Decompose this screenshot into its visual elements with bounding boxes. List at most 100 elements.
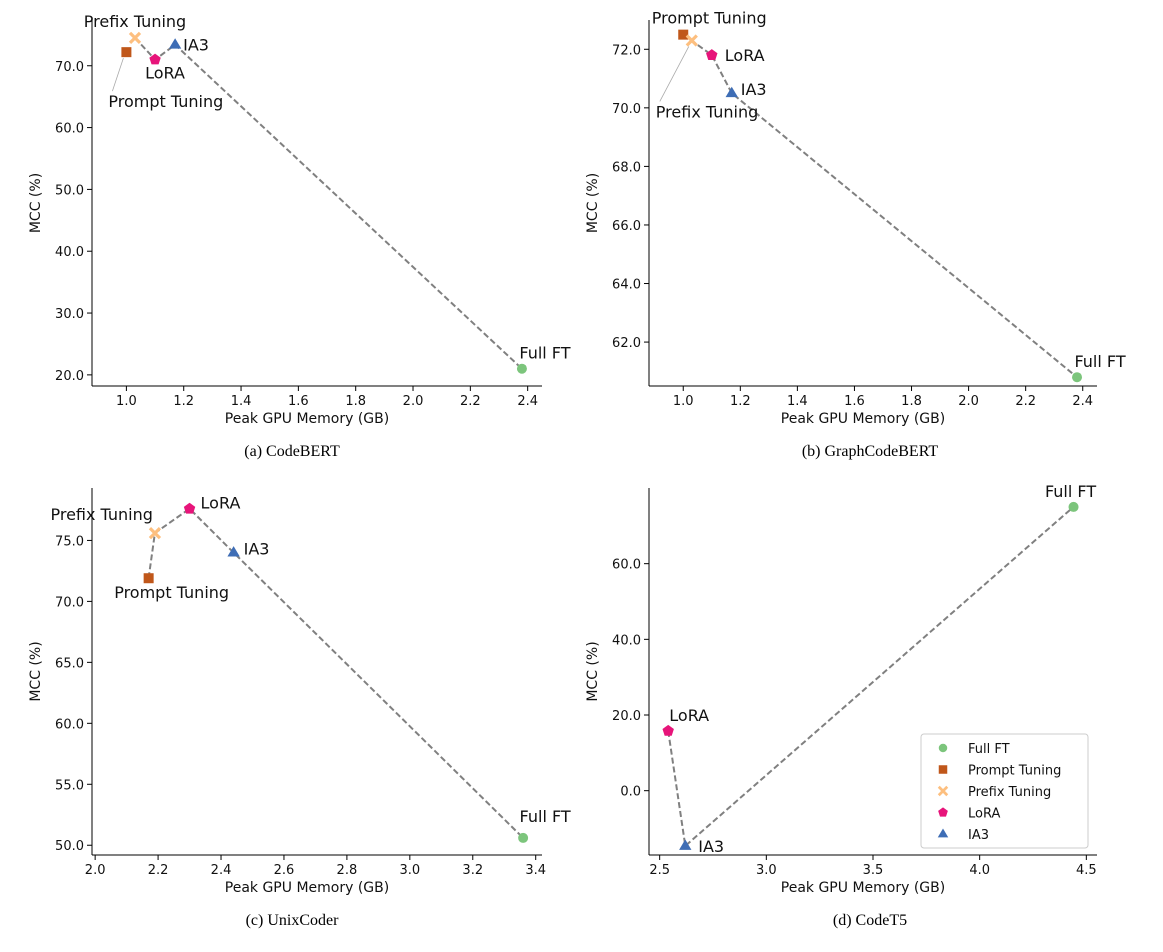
label-lora: LoRA bbox=[669, 706, 709, 725]
x-tick-label: 1.0 bbox=[673, 394, 694, 409]
y-tick-label: 68.0 bbox=[612, 160, 641, 175]
y-tick-label: 75.0 bbox=[55, 534, 84, 549]
label-ia3: IA3 bbox=[741, 80, 767, 99]
y-tick-label: 64.0 bbox=[612, 278, 641, 293]
point-ia3 bbox=[679, 839, 692, 850]
x-tick-label: 2.4 bbox=[1072, 394, 1093, 409]
y-tick-label: 70.0 bbox=[55, 595, 84, 610]
x-tick-label: 4.5 bbox=[1076, 863, 1097, 878]
y-tick-label: 50.0 bbox=[55, 839, 84, 854]
x-tick-label: 3.4 bbox=[525, 863, 546, 878]
y-tick-label: 20.0 bbox=[612, 709, 641, 724]
y-tick-label: 0.0 bbox=[620, 785, 641, 800]
x-tick-label: 2.4 bbox=[517, 394, 538, 409]
label-prompt-tuning: Prompt Tuning bbox=[108, 92, 223, 111]
x-tick-label: 1.4 bbox=[231, 394, 252, 409]
legend-label: Full FT bbox=[968, 742, 1010, 757]
label-ia3: IA3 bbox=[183, 36, 209, 55]
label-prefix-tuning: Prefix Tuning bbox=[50, 505, 152, 524]
x-tick-label: 2.2 bbox=[460, 394, 481, 409]
x-tick-label: 1.2 bbox=[173, 394, 194, 409]
x-tick-label: 1.8 bbox=[345, 394, 366, 409]
y-tick-label: 40.0 bbox=[55, 245, 84, 260]
x-marker-icon bbox=[937, 785, 949, 797]
point-ia3 bbox=[725, 86, 738, 98]
label-leader-line bbox=[112, 58, 124, 92]
point-full-ft bbox=[516, 363, 527, 374]
point-full-ft bbox=[1072, 372, 1083, 383]
x-tick-label: 2.2 bbox=[1015, 394, 1036, 409]
panel-caption: (a) CodeBERT bbox=[244, 443, 340, 460]
label-lora: LoRA bbox=[725, 46, 765, 65]
x-tick-label: 2.4 bbox=[211, 863, 232, 878]
x-tick-label: 1.4 bbox=[787, 394, 808, 409]
label-prompt-tuning: Prompt Tuning bbox=[114, 583, 229, 602]
pentagon-marker-icon bbox=[938, 807, 948, 817]
point-full-ft bbox=[1068, 501, 1079, 512]
label-full-ft: Full FT bbox=[1045, 482, 1096, 501]
label-full-ft: Full FT bbox=[519, 344, 570, 363]
label-leader-line bbox=[659, 46, 690, 102]
x-tick-label: 1.0 bbox=[116, 394, 137, 409]
x-tick-label: 2.5 bbox=[649, 863, 670, 878]
trend-line bbox=[147, 507, 524, 839]
y-tick-label: 30.0 bbox=[55, 307, 84, 322]
y-tick-label: 70.0 bbox=[612, 102, 641, 117]
y-axis-label: MCC (%) bbox=[585, 641, 601, 701]
y-tick-label: 40.0 bbox=[612, 633, 641, 648]
panel-a: 1.0 1.2 1.4 1.6 1.8 2.0 2.2 2.4 20.0 30.0 40.0 50.0… bbox=[28, 12, 571, 460]
x-tick-label: 2.8 bbox=[337, 863, 358, 878]
y-tick-label: 60.0 bbox=[55, 717, 84, 732]
trend-line bbox=[134, 37, 523, 370]
x-tick-label: 2.0 bbox=[85, 863, 106, 878]
legend-item-prompt-tuning: Prompt Tuning bbox=[938, 764, 1061, 779]
x-tick-label: 2.0 bbox=[958, 394, 979, 409]
y-tick-label: 55.0 bbox=[55, 778, 84, 793]
panel-c: 2.0 2.2 2.4 2.6 2.8 3.0 3.2 3.4 50.0 55.0 60.0 65.0… bbox=[28, 488, 571, 929]
legend-item-full-ft: Full FT bbox=[938, 742, 1010, 757]
label-lora: LoRA bbox=[145, 64, 185, 83]
label-prefix-tuning: Prefix Tuning bbox=[84, 12, 186, 31]
point-ia3 bbox=[168, 38, 182, 49]
x-tick-label: 4.0 bbox=[969, 863, 990, 878]
panel-caption: (b) GraphCodeBERT bbox=[802, 443, 939, 460]
x-axis-label: Peak GPU Memory (GB) bbox=[225, 411, 389, 427]
point-full-ft bbox=[518, 832, 529, 843]
x-axis-label: Peak GPU Memory (GB) bbox=[781, 411, 945, 427]
legend-item-ia3: IA3 bbox=[937, 828, 989, 843]
x-axis-label: Peak GPU Memory (GB) bbox=[781, 880, 945, 896]
y-tick-label: 65.0 bbox=[55, 656, 84, 671]
x-tick-label: 2.0 bbox=[403, 394, 424, 409]
y-tick-label: 72.0 bbox=[612, 43, 641, 58]
x-tick-label: 3.0 bbox=[756, 863, 777, 878]
point-lora bbox=[706, 49, 718, 60]
panel-d: 2.5 3.0 3.5 4.0 4.5 0.0 20.0 40.0 60.0 Peak GPU M… bbox=[585, 482, 1097, 929]
label-full-ft: Full FT bbox=[1074, 352, 1125, 371]
triangle-marker-icon bbox=[937, 828, 949, 838]
legend-label: IA3 bbox=[968, 828, 989, 843]
x-tick-label: 2.2 bbox=[148, 863, 169, 878]
label-prompt-tuning: Prompt Tuning bbox=[652, 9, 767, 28]
point-lora bbox=[183, 502, 196, 514]
x-tick-label: 3.0 bbox=[399, 863, 420, 878]
point-lora bbox=[662, 724, 674, 736]
panel-b: 1.0 1.2 1.4 1.6 1.8 2.0 2.2 2.4 62.0 64.0 66.0 68.0… bbox=[585, 9, 1126, 460]
y-tick-label: 70.0 bbox=[55, 60, 84, 75]
point-prompt-tuning bbox=[678, 29, 689, 40]
trend-line bbox=[682, 33, 1078, 378]
legend-label: Prompt Tuning bbox=[968, 764, 1061, 779]
label-prefix-tuning: Prefix Tuning bbox=[656, 102, 758, 121]
y-tick-label: 20.0 bbox=[55, 369, 84, 384]
y-tick-label: 60.0 bbox=[55, 122, 84, 137]
x-tick-label: 1.6 bbox=[288, 394, 309, 409]
panel-caption: (c) UnixCoder bbox=[246, 912, 340, 929]
y-tick-label: 66.0 bbox=[612, 219, 641, 234]
legend-label: LoRA bbox=[968, 807, 1000, 822]
y-axis-label: MCC (%) bbox=[28, 641, 44, 701]
x-tick-label: 3.5 bbox=[863, 863, 884, 878]
label-ia3: IA3 bbox=[698, 837, 724, 856]
y-axis-label: MCC (%) bbox=[585, 173, 601, 233]
point-prefix-tuning bbox=[148, 526, 162, 540]
x-tick-label: 3.2 bbox=[462, 863, 483, 878]
label-lora: LoRA bbox=[201, 494, 241, 513]
